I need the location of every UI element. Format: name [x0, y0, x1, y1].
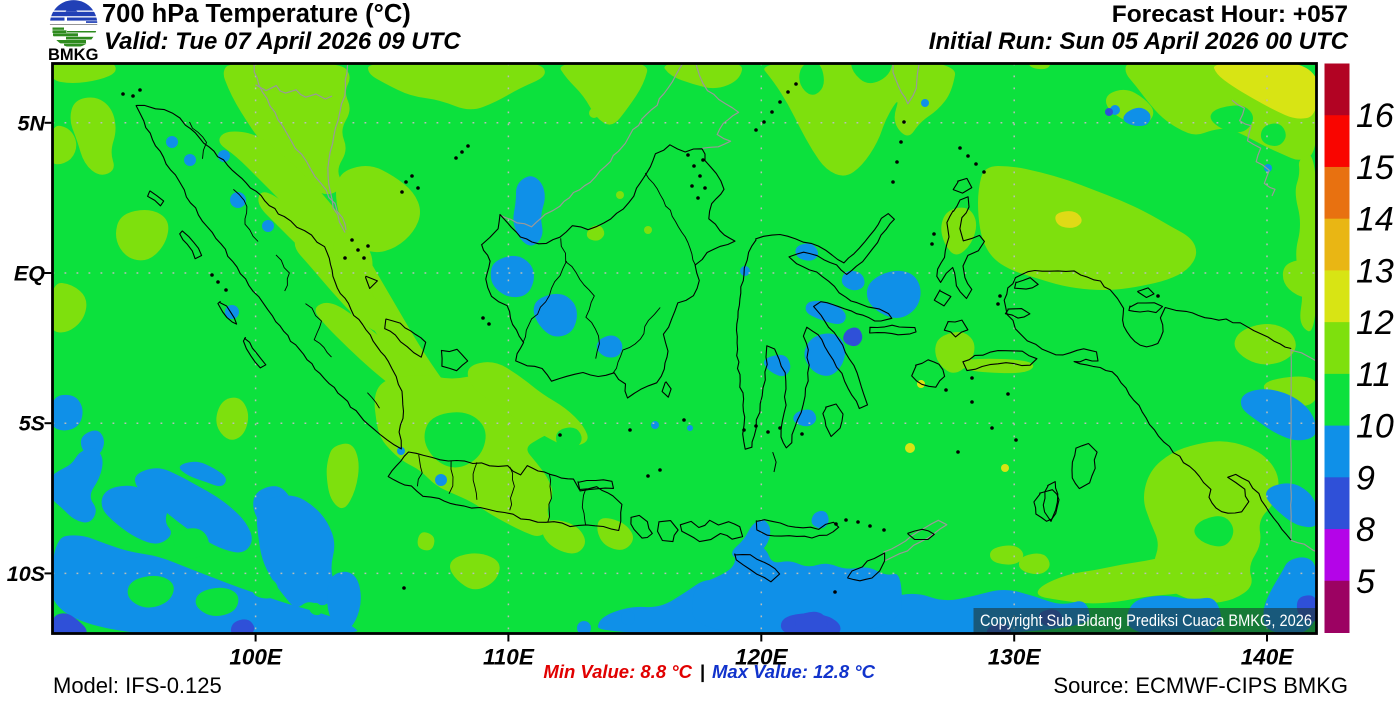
svg-text:Min Value: 8.8 °C: Min Value: 8.8 °C	[543, 661, 692, 682]
svg-text:Copyright Sub Bidang Prediksi: Copyright Sub Bidang Prediksi Cuaca BMKG…	[980, 612, 1312, 630]
svg-text:Valid: Tue 07 April 2026 09 UT: Valid: Tue 07 April 2026 09 UTC	[104, 28, 461, 55]
svg-text:10S: 10S	[7, 562, 46, 586]
svg-text:700 hPa Temperature (°C): 700 hPa Temperature (°C)	[102, 0, 411, 28]
svg-text:5S: 5S	[19, 412, 46, 436]
svg-text:5N: 5N	[18, 111, 46, 135]
svg-text:Initial Run: Sun 05 April 2026: Initial Run: Sun 05 April 2026 00 UTC	[929, 28, 1349, 55]
svg-text:12: 12	[1356, 304, 1394, 342]
svg-text:11: 11	[1356, 356, 1391, 394]
svg-text:10: 10	[1356, 408, 1394, 446]
svg-text:8: 8	[1356, 511, 1375, 549]
svg-text:13: 13	[1356, 252, 1394, 290]
svg-text:16: 16	[1356, 97, 1394, 135]
svg-text:9: 9	[1356, 459, 1375, 497]
svg-text:110E: 110E	[483, 645, 535, 670]
svg-text:Model: IFS-0.125: Model: IFS-0.125	[53, 673, 222, 698]
svg-text:100E: 100E	[229, 645, 283, 670]
svg-text:Forecast Hour: +057: Forecast Hour: +057	[1112, 1, 1348, 28]
svg-text:BMKG: BMKG	[48, 46, 98, 64]
svg-text:140E: 140E	[1241, 645, 1295, 670]
svg-text:15: 15	[1356, 149, 1394, 187]
svg-text:120E: 120E	[735, 645, 789, 670]
svg-text:130E: 130E	[988, 645, 1042, 670]
svg-text:|: |	[700, 661, 705, 682]
svg-text:14: 14	[1356, 201, 1394, 239]
svg-text:5: 5	[1356, 563, 1375, 601]
svg-text:EQ: EQ	[14, 262, 45, 286]
svg-text:Source: ECMWF-CIPS BMKG: Source: ECMWF-CIPS BMKG	[1053, 673, 1348, 698]
svg-text:Max Value: 12.8 °C: Max Value: 12.8 °C	[712, 661, 876, 682]
